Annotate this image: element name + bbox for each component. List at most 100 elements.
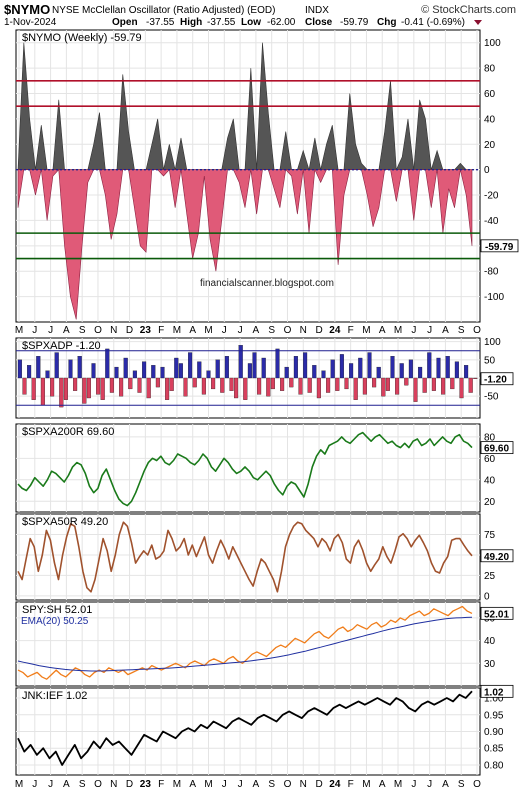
month-label: M [173,325,181,336]
adp-bar [257,377,262,395]
adp-bar [372,377,377,388]
last-value-box [480,684,514,698]
adp-bar [427,352,432,379]
month-label: J [222,779,227,790]
month-label: J [238,325,243,336]
adp-bar [367,352,372,379]
last-value-label: 1.02 [484,687,504,698]
y-tick-label: 60 [484,454,496,465]
adp-bar [441,377,446,395]
adp-bar [247,363,252,379]
month-label: 23 [140,325,152,336]
adp-bar [197,361,202,379]
month-label: J [427,325,432,336]
adp-bar [165,377,170,400]
adp-bar [50,377,55,397]
y-tick-label: 0 [484,165,490,176]
adp-bar [211,377,216,390]
panel-frame [15,601,481,687]
close-label: Close [305,17,333,28]
month-label: 24 [329,325,341,336]
month-label: J [48,325,53,336]
last-value-label: -59.79 [485,242,514,253]
series-line [17,605,473,680]
panel-jnk_ief: 1.00 0.95 0.90 0.85 0.80 1.02 JNK:IEF 1.02 [15,684,514,776]
month-label: A [253,779,260,790]
month-label: A [379,779,386,790]
adp-bar [252,352,257,379]
y-tick-label: 1.00 [484,694,504,705]
panel-frame [15,423,481,513]
low-label: Low [241,17,261,28]
adp-bar [109,377,114,393]
adp-bar [270,377,275,390]
y-tick-label: -20 [484,191,499,202]
y-tick-label: 50 [484,355,496,366]
adp-bar [385,377,390,391]
adp-bar [31,377,36,400]
month-label: D [126,779,133,790]
adp-bar [404,377,409,386]
adp-bar [155,377,160,388]
adp-bar [188,352,193,379]
last-value-box [480,441,514,455]
month-label: J [32,779,37,790]
adp-bar [316,377,321,399]
month-label: M [204,779,212,790]
adp-bar [280,377,285,391]
month-label: O [473,325,481,336]
y-tick-label: 0.85 [484,744,504,755]
adp-bar [298,377,303,395]
month-label: J [222,325,227,336]
adp-bar [464,365,469,379]
adp-bar [353,377,358,400]
down-arrow-icon [474,20,482,25]
adp-bar [224,356,229,379]
y-tick-label: 20 [484,140,496,151]
y-tick-label: 30 [484,659,496,670]
adp-bar [399,363,404,379]
y-tick-label: 80 [484,432,496,443]
y-tick-label: -100 [484,292,504,303]
month-label: N [300,779,307,790]
adp-bar [54,352,59,379]
month-label: J [48,779,53,790]
month-label: O [284,325,292,336]
month-label: J [411,325,416,336]
y-tick-label: 60 [484,89,496,100]
y-tick-label: 0.80 [484,760,504,771]
y-tick-label: 75 [484,530,496,541]
panel-legend: JNK:IEF 1.02 [22,690,87,702]
legend-secondary: EMA(20) 50.25 [21,616,89,627]
adp-bar [243,377,248,400]
month-label: D [315,779,322,790]
month-label: A [442,325,449,336]
adp-bar [123,357,128,379]
month-label: 24 [329,779,341,790]
adp-bar [431,377,436,391]
adp-bar [77,356,82,379]
time-axis: M J J A S O N D 23 F M A M J J A S O N D 24 F M A M J J A S OM J J A S O N D… [15,325,481,790]
adp-bar [128,377,133,390]
brand-logo: © StockCharts.com [421,4,516,16]
month-label: M [173,779,181,790]
month-label: M [204,325,212,336]
open-value: -37.55 [146,17,175,28]
symbol-description: NYSE McClellan Oscillator (Ratio Adjuste… [52,5,275,16]
month-label: M [362,325,370,336]
y-tick-label: -50 [484,392,499,403]
last-value-box [480,549,514,563]
last-value-label: 49.20 [484,552,509,563]
close-value: -59.79 [340,17,369,28]
symbol-title: $NYMO [4,2,50,17]
chg-label: Chg [377,17,396,28]
month-label: O [94,325,102,336]
adp-bar [151,365,156,379]
adp-bar [229,377,234,391]
month-label: 23 [140,779,152,790]
adp-bar [293,356,298,379]
month-label: J [32,325,37,336]
month-label: F [158,779,164,790]
month-label: M [362,779,370,790]
month-label: J [238,779,243,790]
